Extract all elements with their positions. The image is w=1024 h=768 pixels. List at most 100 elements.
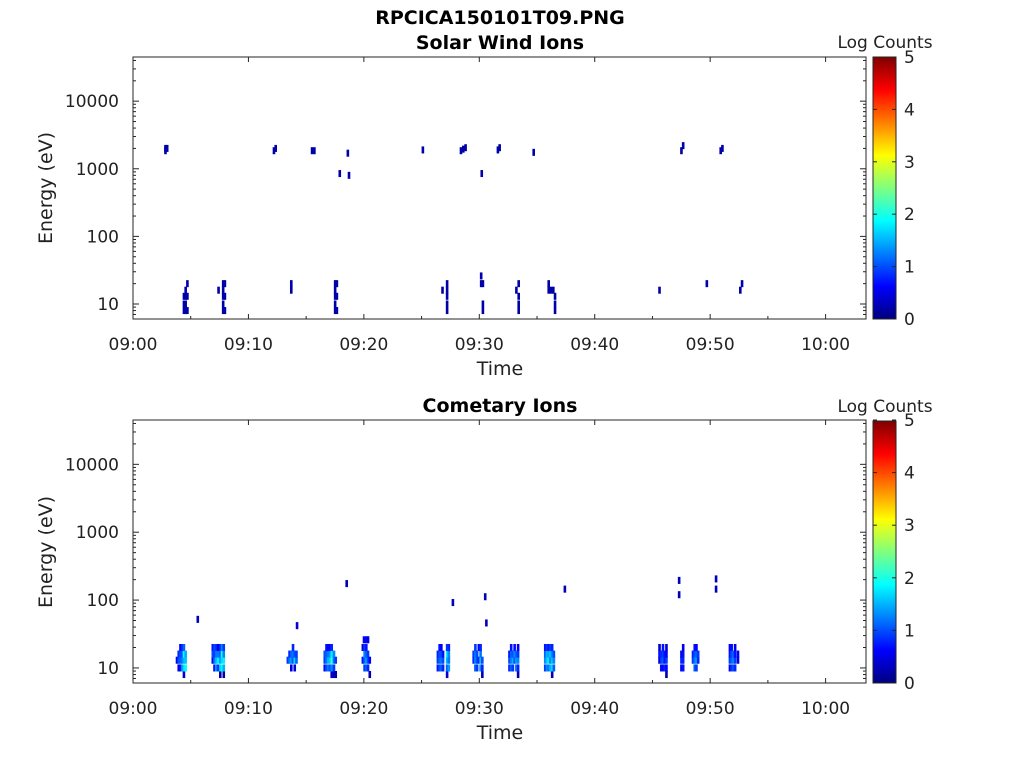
heatmap-cell xyxy=(325,656,328,664)
heatmap-cell xyxy=(477,643,481,652)
heatmap-cell xyxy=(177,664,181,672)
heatmap-cell xyxy=(291,650,295,658)
heatmap-cell xyxy=(214,650,218,658)
heatmap-cell xyxy=(677,591,681,599)
heatmap-cell xyxy=(517,300,520,308)
heatmap-cell xyxy=(436,664,440,672)
heatmap-cell xyxy=(740,280,744,288)
heatmap-cell xyxy=(184,664,187,672)
heatmap-cell xyxy=(221,292,225,300)
heatmap-cell xyxy=(445,643,449,652)
heatmap-cell xyxy=(335,280,339,288)
heatmap-cell xyxy=(289,286,293,294)
heatmap-cell xyxy=(691,650,695,658)
heatmap-cell xyxy=(219,656,222,664)
heatmap-cell xyxy=(543,643,547,652)
heatmap-cell xyxy=(338,170,342,178)
heatmap-cell xyxy=(680,664,683,672)
heatmap-cell xyxy=(175,656,179,664)
heatmap-cell xyxy=(480,170,484,178)
heatmap-cell xyxy=(658,656,661,664)
heatmap-cell xyxy=(665,664,668,672)
solar-wind-ions-panel: Solar Wind Ions 09:00 09:10 09:20 09:30 09:4… xyxy=(35,32,933,380)
heatmap-cell xyxy=(736,650,740,658)
heatmap-cell xyxy=(513,650,516,658)
heatmap-cell xyxy=(547,656,550,664)
heatmap-cell xyxy=(451,599,455,607)
heatmap-cell xyxy=(730,664,733,672)
heatmap-cell xyxy=(481,300,485,308)
heatmap-cell xyxy=(659,664,663,672)
heatmap-cell xyxy=(213,643,216,652)
x-tick-label: 09:20 xyxy=(339,335,388,355)
heatmap-cell xyxy=(219,671,222,679)
heatmap-cell xyxy=(445,650,449,658)
heatmap-cell xyxy=(323,664,327,672)
heatmap-cell xyxy=(347,171,351,179)
heatmap-cell xyxy=(184,300,187,308)
heatmap-cell xyxy=(368,671,372,679)
heatmap-cell xyxy=(714,575,718,583)
heatmap-cell xyxy=(365,636,368,644)
heatmap-cell xyxy=(441,656,445,664)
heatmap-cell xyxy=(323,650,327,658)
heatmap-cell xyxy=(180,664,184,672)
heatmap-cell xyxy=(515,656,518,664)
y-tick-label: 10000 xyxy=(65,455,119,475)
colorbar-tick-label: 5 xyxy=(904,48,915,68)
heatmap-cell xyxy=(216,656,220,664)
heatmap-cell xyxy=(663,664,667,672)
heatmap-cell xyxy=(681,664,685,672)
heatmap-cell xyxy=(665,643,668,652)
heatmap-cell xyxy=(274,144,278,152)
heatmap-cell xyxy=(509,643,513,652)
colorbar-tick-label: 3 xyxy=(904,516,915,536)
heatmap-cell xyxy=(516,650,520,658)
heatmap-cell xyxy=(328,664,332,672)
heatmap-cell xyxy=(447,664,451,672)
heatmap-cell xyxy=(665,656,668,664)
heatmap-cell xyxy=(223,292,227,300)
heatmap-cell xyxy=(549,643,552,652)
heatmap-cell xyxy=(186,307,189,315)
heatmap-cell xyxy=(211,643,215,652)
heatmap-cell xyxy=(182,664,186,672)
heatmap-cells xyxy=(164,142,744,315)
heatmap-cell xyxy=(479,656,482,664)
heatmap-cell xyxy=(663,656,667,664)
y-axis-label: Energy (eV) xyxy=(35,132,57,244)
heatmap-cell xyxy=(326,664,330,672)
heatmap-cell xyxy=(184,286,187,294)
heatmap-cell xyxy=(464,144,467,152)
heatmap-cell xyxy=(516,656,520,664)
heatmap-cell xyxy=(445,671,449,679)
heatmap-cell xyxy=(513,656,516,664)
heatmap-cell xyxy=(180,650,184,658)
heatmap-cell xyxy=(332,664,336,672)
heatmap-cell xyxy=(365,643,368,652)
heatmap-cell xyxy=(547,664,550,672)
heatmap-cell xyxy=(680,650,683,658)
heatmap-cell xyxy=(323,656,327,664)
heatmap-cell xyxy=(330,650,333,658)
heatmap-cell xyxy=(680,147,683,155)
colorbar-tick-label: 2 xyxy=(904,569,915,589)
heatmap-cell xyxy=(214,643,218,652)
heatmap-cell xyxy=(365,656,368,664)
heatmap-cell xyxy=(508,664,511,672)
heatmap-cell xyxy=(182,650,186,658)
heatmap-cell xyxy=(363,650,366,658)
heatmap-cell xyxy=(333,300,337,308)
heatmap-cell xyxy=(553,300,557,308)
heatmap-cell xyxy=(332,671,336,679)
heatmap-cell xyxy=(515,664,518,672)
heatmap-cell xyxy=(550,671,554,679)
heatmap-cell xyxy=(691,656,695,664)
heatmap-cell xyxy=(440,656,443,664)
heatmap-cell xyxy=(496,146,500,154)
heatmap-cell xyxy=(330,643,333,652)
x-axis: 09:00 09:10 09:20 09:30 09:40 09:50 10:00 xyxy=(109,420,850,719)
heatmap-cell xyxy=(547,280,550,288)
heatmap-cell xyxy=(549,650,552,658)
heatmap-cell xyxy=(179,643,182,652)
